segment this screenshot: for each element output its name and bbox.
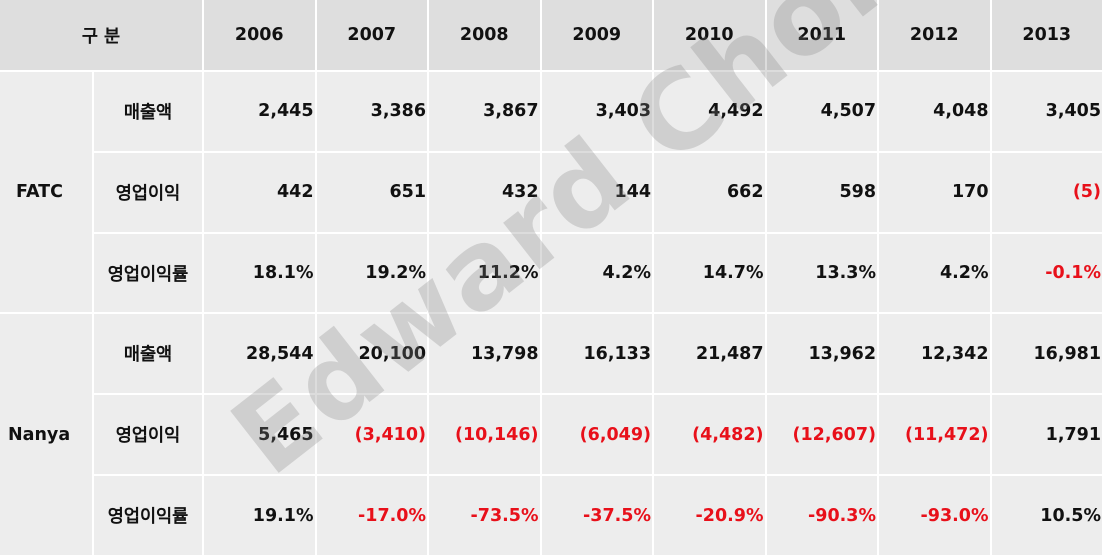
value-cell: 3,386 — [316, 72, 427, 151]
year-header: 2009 — [541, 0, 652, 70]
group-label-fatc: FATC — [0, 72, 92, 313]
value-cell: 651 — [316, 152, 427, 232]
value-cell: -17.0% — [316, 476, 427, 555]
metric-label: 매출액 — [94, 314, 202, 394]
value-cell: 13.3% — [766, 233, 877, 313]
value-cell: 14.7% — [654, 233, 765, 313]
metric-label: 영업이익률 — [94, 233, 202, 313]
value-cell: 10.5% — [991, 476, 1102, 555]
metric-label: 영업이익 — [94, 395, 202, 475]
value-cell: 16,981 — [991, 314, 1102, 394]
group-label-nanya: Nanya — [0, 314, 92, 555]
year-header: 2008 — [429, 0, 540, 70]
value-cell: 3,405 — [991, 72, 1102, 151]
value-cell: 11.2% — [429, 233, 540, 313]
year-header: 2006 — [204, 0, 315, 70]
value-cell: (11,472) — [879, 395, 990, 475]
value-cell: 598 — [766, 152, 877, 232]
year-header: 2012 — [879, 0, 990, 70]
value-cell: 170 — [879, 152, 990, 232]
value-cell: -37.5% — [541, 476, 652, 555]
value-cell: 4.2% — [879, 233, 990, 313]
value-cell: 19.2% — [316, 233, 427, 313]
value-cell: 13,962 — [766, 314, 877, 394]
value-cell: 3,867 — [429, 72, 540, 151]
value-cell: (3,410) — [316, 395, 427, 475]
metric-label: 매출액 — [94, 72, 202, 151]
value-cell: 21,487 — [654, 314, 765, 394]
value-cell: 2,445 — [204, 72, 315, 151]
value-cell: 12,342 — [879, 314, 990, 394]
year-header: 2010 — [654, 0, 765, 70]
value-cell: -73.5% — [429, 476, 540, 555]
value-cell: 4,492 — [654, 72, 765, 151]
value-cell: (5) — [991, 152, 1102, 232]
value-cell: 19.1% — [204, 476, 315, 555]
value-cell: 662 — [654, 152, 765, 232]
value-cell: (6,049) — [541, 395, 652, 475]
value-cell: 144 — [541, 152, 652, 232]
value-cell: (4,482) — [654, 395, 765, 475]
value-cell: -0.1% — [991, 233, 1102, 313]
value-cell: (12,607) — [766, 395, 877, 475]
metric-label: 영업이익률 — [94, 476, 202, 555]
value-cell: 1,791 — [991, 395, 1102, 475]
header-label: 구 분 — [0, 0, 202, 70]
value-cell: (10,146) — [429, 395, 540, 475]
value-cell: 432 — [429, 152, 540, 232]
value-cell: 13,798 — [429, 314, 540, 394]
value-cell: 442 — [204, 152, 315, 232]
year-header: 2007 — [316, 0, 427, 70]
metric-label: 영업이익 — [94, 152, 202, 232]
year-header: 2011 — [766, 0, 877, 70]
value-cell: 3,403 — [541, 72, 652, 151]
value-cell: 28,544 — [204, 314, 315, 394]
value-cell: 5,465 — [204, 395, 315, 475]
value-cell: 18.1% — [204, 233, 315, 313]
value-cell: 4,507 — [766, 72, 877, 151]
value-cell: 4.2% — [541, 233, 652, 313]
value-cell: 16,133 — [541, 314, 652, 394]
value-cell: 4,048 — [879, 72, 990, 151]
value-cell: 20,100 — [316, 314, 427, 394]
year-header: 2013 — [991, 0, 1102, 70]
value-cell: -20.9% — [654, 476, 765, 555]
value-cell: -93.0% — [879, 476, 990, 555]
value-cell: -90.3% — [766, 476, 877, 555]
